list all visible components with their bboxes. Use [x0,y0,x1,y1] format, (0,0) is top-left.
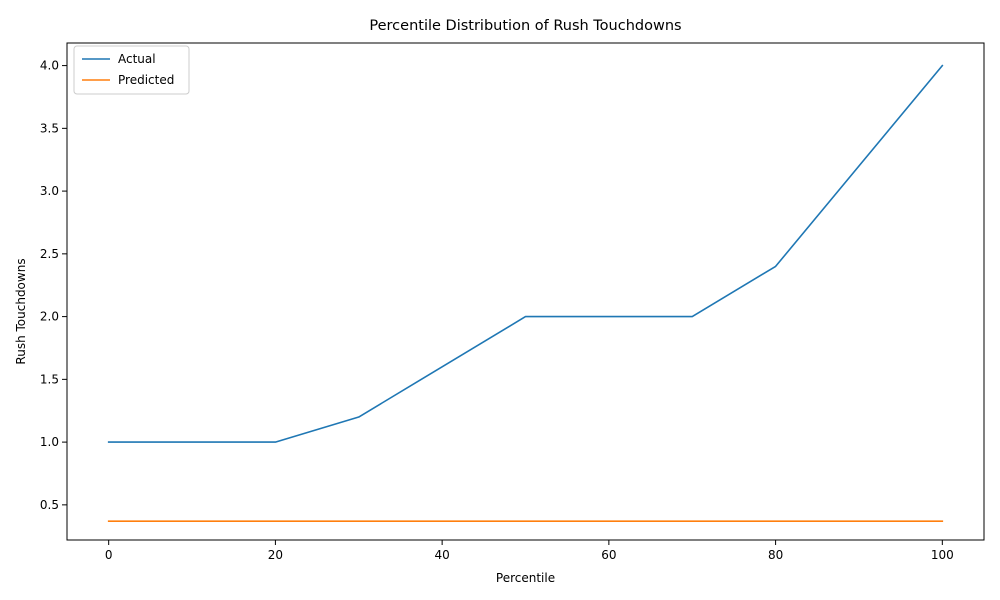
plot-frame [66,42,985,541]
y-tick-label: 2.0 [40,310,59,324]
x-tick-label: 80 [768,548,783,562]
legend-frame [73,45,190,95]
plot-area [66,42,985,541]
x-tick-label: 60 [601,548,616,562]
series-lines [107,64,944,522]
y-axis-label: Rush Touchdowns [14,258,28,364]
legend: Actual Predicted [73,45,190,95]
x-axis-ticks: 0 20 40 60 80 100 [105,540,954,562]
x-tick-label: 0 [105,548,113,562]
x-tick-label: 100 [931,548,954,562]
y-tick-label: 2.5 [40,247,59,261]
x-tick-label: 40 [434,548,449,562]
y-tick-label: 3.0 [40,184,59,198]
y-tick-label: 1.0 [40,435,59,449]
y-tick-label: 4.0 [40,59,59,73]
x-tick-label: 20 [268,548,283,562]
legend-label-predicted: Predicted [118,73,174,87]
y-tick-label: 1.5 [40,372,59,386]
series-line-actual [107,64,944,443]
y-tick-label: 3.5 [40,121,59,135]
y-axis-ticks: 0.5 1.0 1.5 2.0 2.5 3.0 3.5 4.0 [40,59,67,512]
x-axis-label: Percentile [496,571,555,585]
chart-title: Percentile Distribution of Rush Touchdow… [369,18,681,34]
y-tick-label: 0.5 [40,498,59,512]
legend-label-actual: Actual [118,52,156,66]
